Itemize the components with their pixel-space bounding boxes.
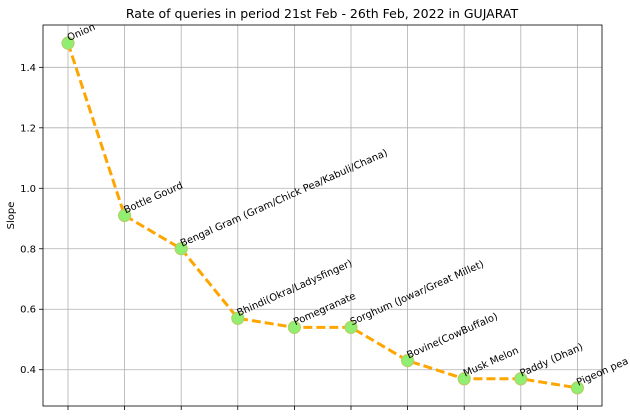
point-label: Bottle Gourd [122, 180, 184, 216]
y-tick-label: 1.2 [20, 123, 36, 134]
data-point [231, 311, 245, 325]
point-label: Bengal Gram (Gram/Chick Pea/Kabuli/Chana… [179, 148, 390, 250]
y-tick-label: 0.8 [20, 244, 36, 255]
series [61, 36, 585, 395]
series-line [66, 42, 578, 390]
data-point [514, 372, 528, 386]
y-axis-label: Slope [6, 202, 17, 230]
data-point [344, 320, 358, 334]
axis-ticks: 0.4 0.6 0.8 1.0 1.2 1.4 [20, 63, 578, 410]
chart-title: Rate of queries in period 21st Feb - 26t… [126, 6, 519, 21]
data-point [401, 354, 415, 368]
point-label: Sorghum (Jowar/Great Millet) [349, 259, 486, 328]
data-point [117, 208, 132, 223]
plot-frame [42, 24, 603, 407]
data-point [570, 381, 585, 395]
y-tick-label: 0.6 [20, 305, 36, 316]
point-label: Pigeon pea [575, 356, 630, 389]
grid [43, 25, 602, 406]
data-point [457, 372, 471, 386]
data-point [287, 320, 301, 334]
y-tick-label: 1.4 [20, 63, 36, 74]
point-label: Paddy (Dhan) [519, 342, 586, 380]
y-tick-label: 0.4 [20, 365, 36, 376]
data-point [174, 242, 188, 256]
data-point [61, 36, 75, 50]
point-label: Bovine(CowBuffalo) [405, 311, 499, 361]
point-label: Musk Melon [462, 345, 521, 379]
y-tick-label: 1.0 [20, 184, 36, 195]
